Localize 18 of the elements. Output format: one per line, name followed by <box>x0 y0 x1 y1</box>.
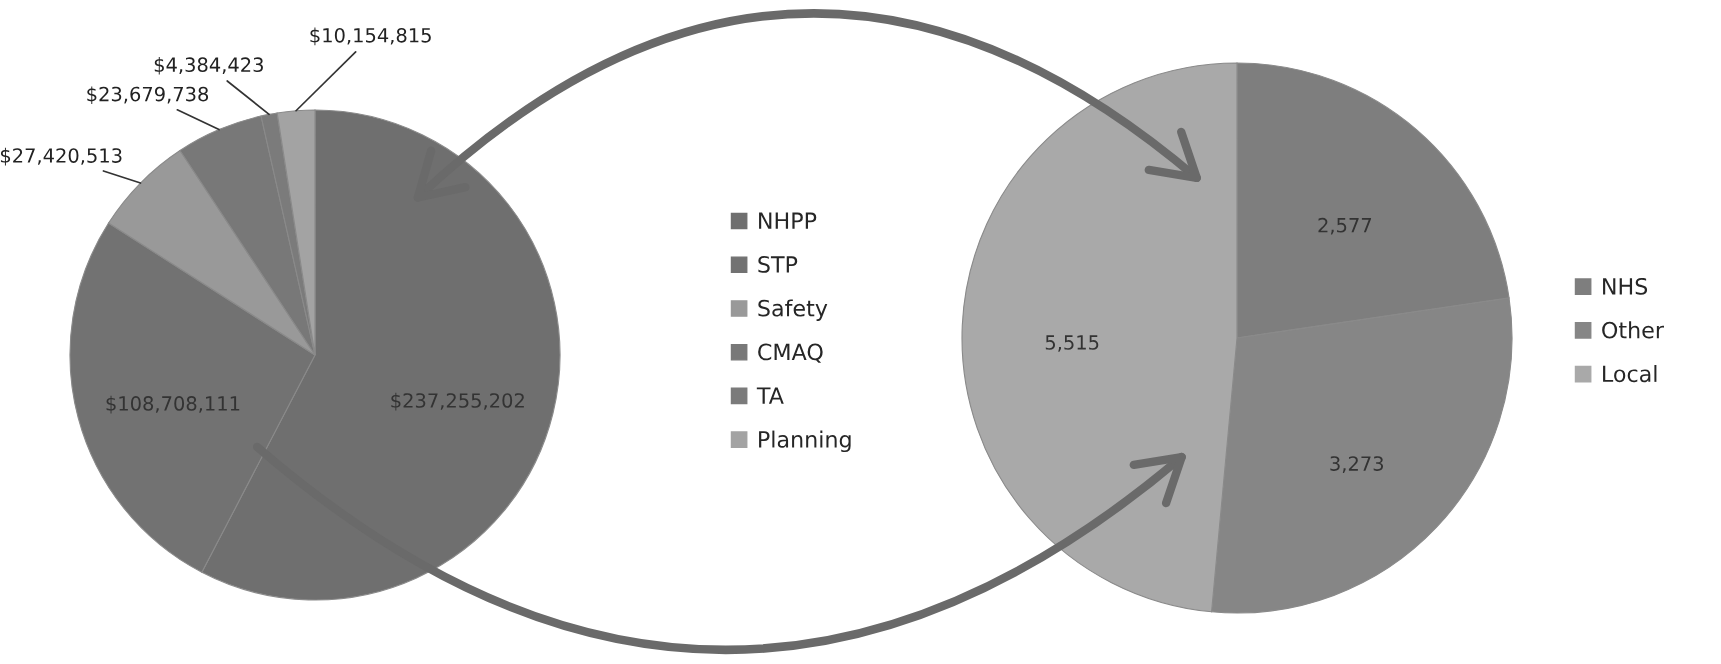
legend-label: NHPP <box>759 212 817 229</box>
data-label: $4,384,423 <box>154 56 263 75</box>
data-label: $23,679,738 <box>87 86 209 105</box>
legend-label: CMAQ <box>758 343 823 363</box>
legend-label: Planning <box>759 430 851 453</box>
data-label: $27,420,513 <box>0 147 122 166</box>
legend-label: STP <box>758 256 798 273</box>
legend-label: Other <box>1602 321 1664 339</box>
legend-label: TA <box>756 387 784 404</box>
legend-label: NHS <box>1603 277 1648 295</box>
data-label: 2,577 <box>1318 217 1372 235</box>
data-label: 5,515 <box>1045 335 1099 352</box>
legend-label: Safety <box>758 299 828 321</box>
legend-label: Local <box>1603 364 1657 383</box>
data-label: $10,154,815 <box>310 27 431 46</box>
data-label: 3,273 <box>1330 456 1384 473</box>
data-label: $237,255,202 <box>391 392 524 411</box>
data-label: $108,708,111 <box>106 395 240 414</box>
